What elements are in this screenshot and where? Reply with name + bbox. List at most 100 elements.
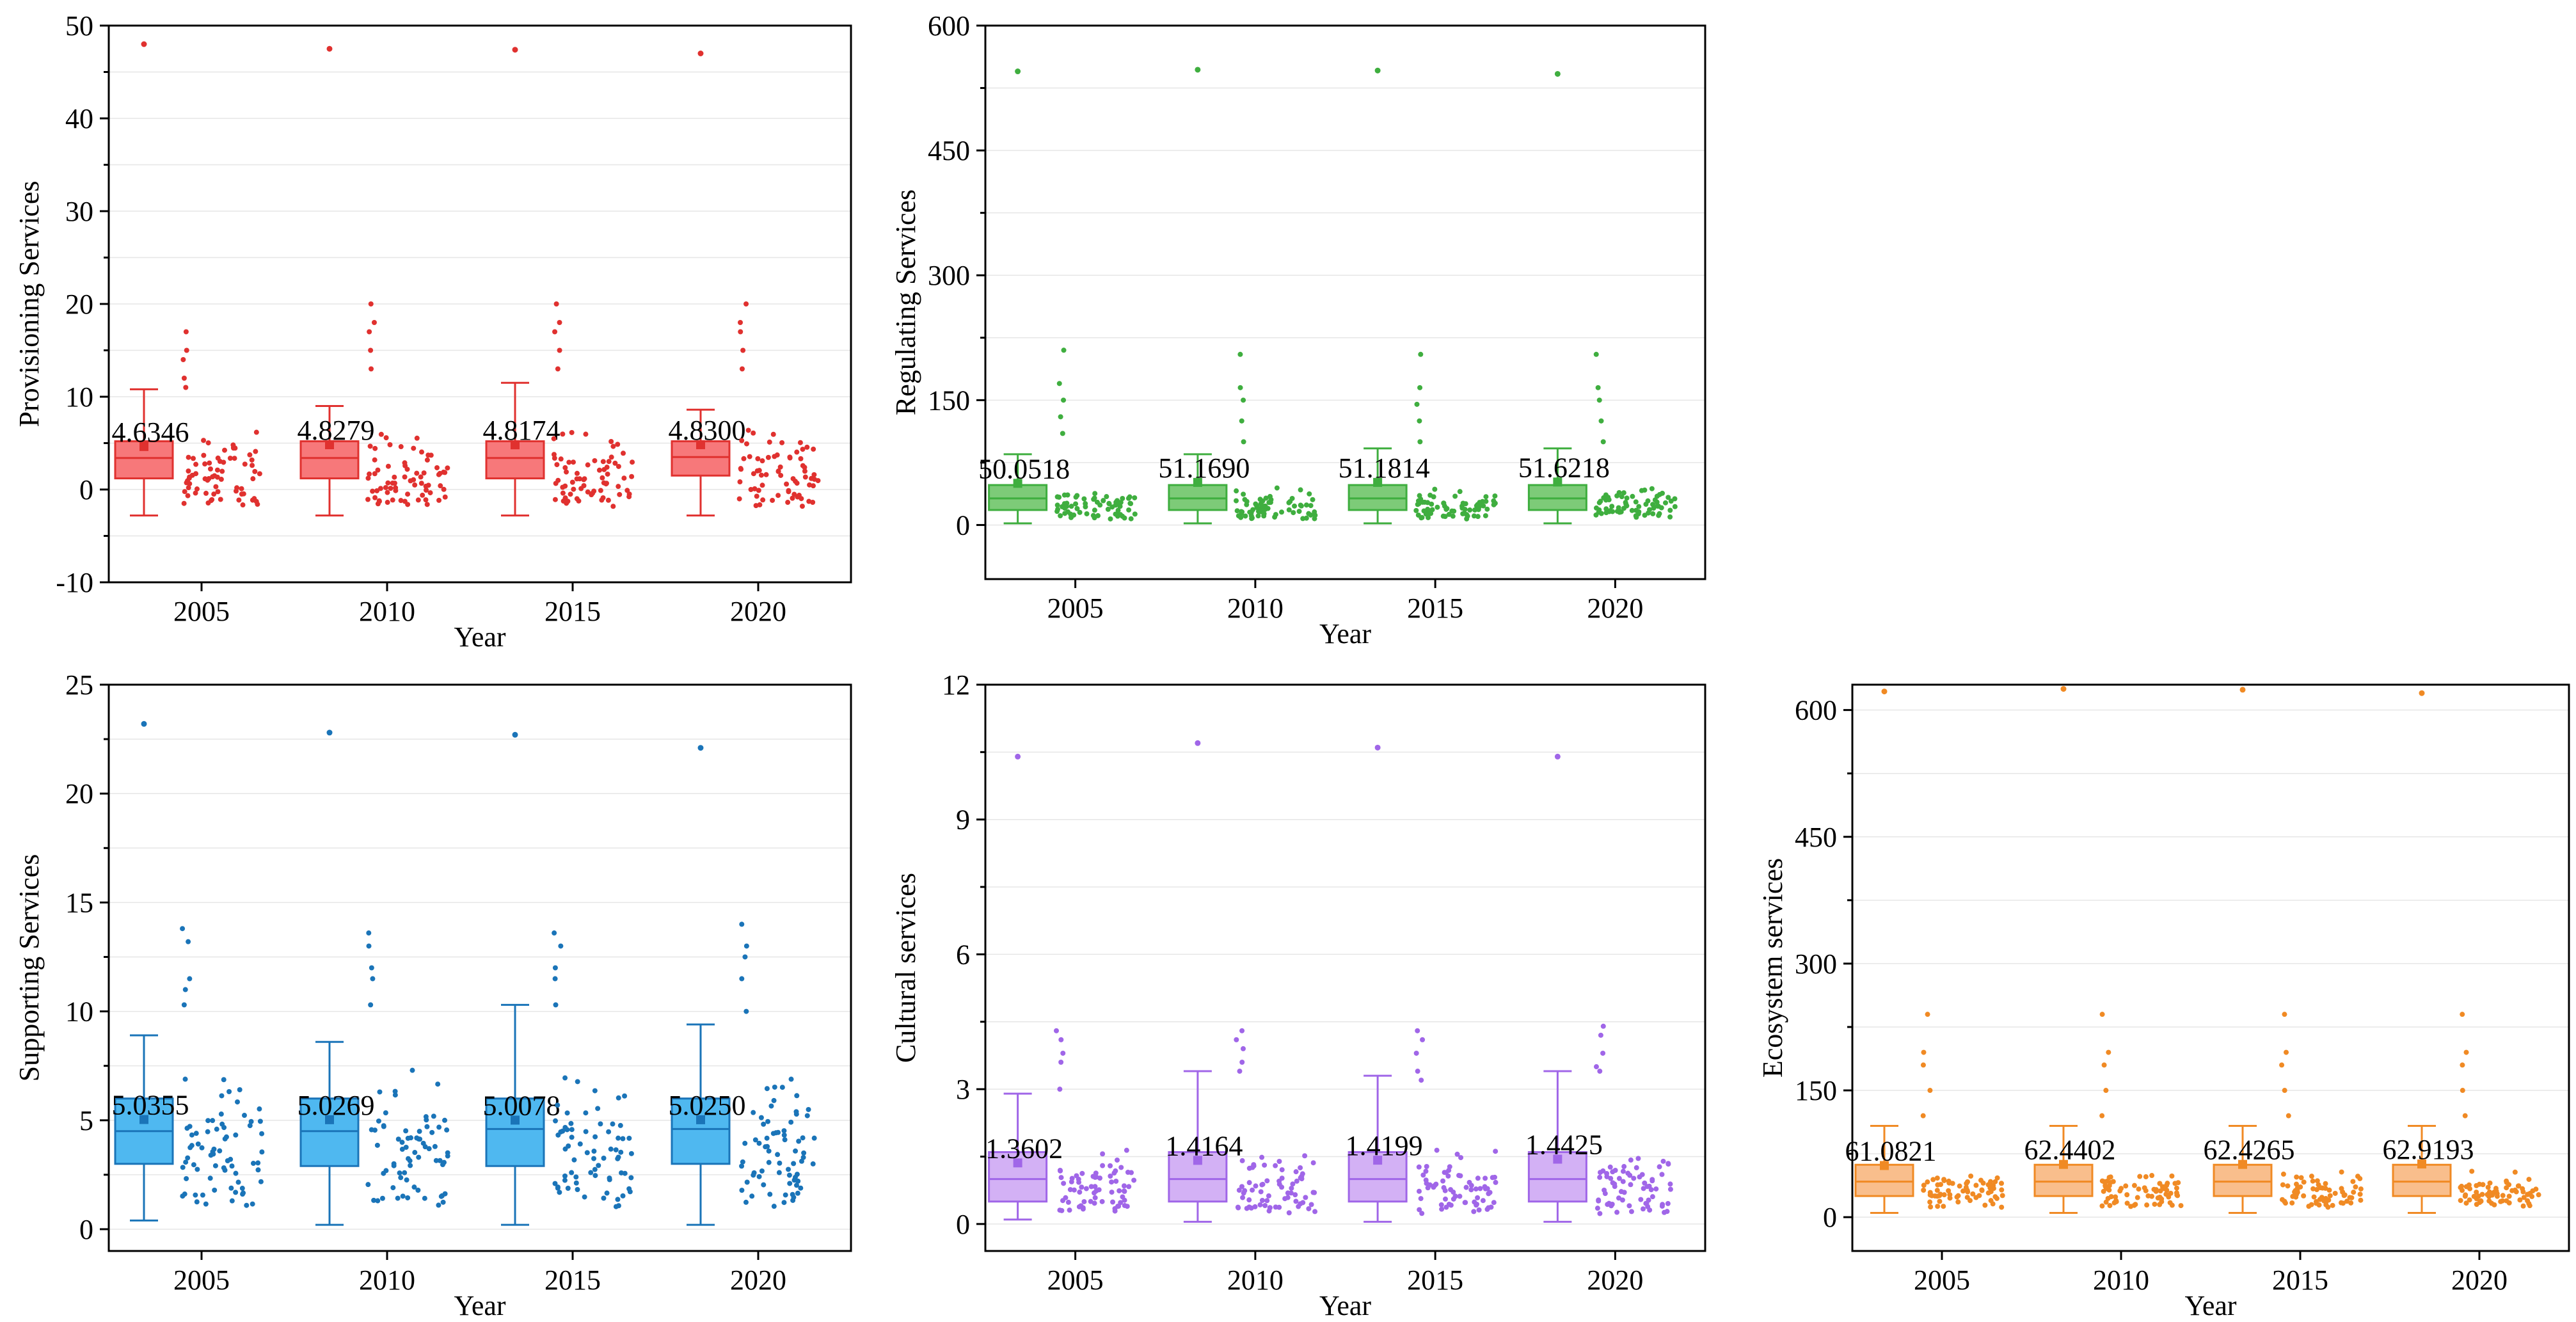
y-tick-label: 450 xyxy=(1795,822,1837,853)
scatter-point xyxy=(1457,1193,1463,1199)
scatter-point xyxy=(1957,1183,1962,1189)
scatter-point xyxy=(793,1183,799,1188)
scatter-point xyxy=(569,479,575,485)
scatter-point xyxy=(583,1110,589,1116)
y-tick-label: 6 xyxy=(956,939,970,970)
scatter-point xyxy=(1053,1028,1059,1033)
scatter-point xyxy=(250,1201,255,1207)
scatter-point xyxy=(1060,431,1065,436)
scatter-point xyxy=(1126,1184,1132,1190)
scatter-point xyxy=(1094,499,1100,505)
scatter-point xyxy=(369,366,374,372)
scatter-point xyxy=(240,502,246,508)
scatter-point xyxy=(2536,1192,2541,1198)
scatter-point xyxy=(442,1117,448,1123)
scatter-point xyxy=(2460,1012,2465,1017)
scatter-point xyxy=(610,504,616,509)
scatter-point xyxy=(797,440,803,445)
scatter-point xyxy=(804,1113,810,1119)
scatter-point xyxy=(1650,1194,1655,1200)
scatter-point xyxy=(1624,495,1630,501)
scatter-point xyxy=(1641,1186,1646,1191)
scatter-point xyxy=(1985,1190,1991,1196)
scatter-point xyxy=(552,930,557,936)
scatter-point xyxy=(1058,1060,1064,1065)
scatter-point xyxy=(740,1159,745,1165)
mean-marker xyxy=(1013,1158,1022,1168)
scatter-point xyxy=(398,1175,404,1181)
scatter-point xyxy=(2309,1174,2314,1179)
scatter-point xyxy=(426,1146,432,1152)
scatter-point xyxy=(250,476,256,482)
scatter-point xyxy=(1979,1188,1985,1193)
scatter-point xyxy=(775,493,781,498)
scatter-point xyxy=(2143,1188,2149,1193)
scatter-point xyxy=(775,1152,781,1158)
scatter-point xyxy=(378,431,384,437)
scatter-point xyxy=(2512,1169,2518,1175)
scatter-point xyxy=(792,1174,798,1180)
scatter-point xyxy=(755,456,761,461)
scatter-point xyxy=(1491,502,1497,507)
scatter-point xyxy=(1257,497,1263,502)
x-tick-label: 2005 xyxy=(1047,593,1104,624)
scatter-point xyxy=(1929,1193,1935,1199)
scatter-point xyxy=(2280,1182,2286,1188)
y-tick-label: -10 xyxy=(56,567,93,598)
scatter-point xyxy=(1260,1181,1266,1187)
scatter-point xyxy=(1620,1168,1626,1174)
scatter-point xyxy=(436,1124,442,1130)
scatter-point xyxy=(2521,1195,2527,1200)
plot-frame xyxy=(984,683,1706,1252)
scatter-point xyxy=(429,1129,435,1135)
scatter-point xyxy=(2467,1197,2472,1203)
scatter-point xyxy=(739,1188,745,1193)
scatter-point xyxy=(1483,1186,1488,1191)
scatter-point xyxy=(626,1135,632,1141)
scatter-point xyxy=(1493,1179,1499,1185)
scatter-point xyxy=(741,456,747,461)
scatter-point xyxy=(786,1172,792,1178)
scatter-point xyxy=(552,965,558,971)
scatter-point xyxy=(1659,1172,1665,1177)
scatter-point xyxy=(180,357,186,362)
scatter-point xyxy=(1279,1167,1285,1173)
scatter-point xyxy=(2131,1183,2137,1188)
scatter-point xyxy=(815,478,821,484)
scatter-point xyxy=(564,1110,570,1116)
scatter-point xyxy=(1439,1206,1445,1212)
scatter-point xyxy=(616,1135,621,1141)
x-axis-label: Year xyxy=(454,1290,505,1321)
scatter-point xyxy=(1463,1184,1469,1190)
y-axis-label: Ecosystem services xyxy=(1757,858,1788,1078)
scatter-point xyxy=(1442,503,1447,509)
scatter-point xyxy=(576,498,582,504)
scatter-point xyxy=(1415,1028,1420,1033)
scatter-point xyxy=(1454,1151,1460,1157)
y-axis-label: Cultural services xyxy=(890,873,921,1063)
scatter-point xyxy=(558,456,564,462)
scatter-point xyxy=(1079,1184,1085,1190)
scatter-point xyxy=(790,476,796,482)
scatter-point xyxy=(2490,1192,2495,1198)
scatter-point xyxy=(562,465,568,470)
scatter-point xyxy=(775,1129,781,1135)
scatter-point xyxy=(407,1158,413,1164)
outlier-point xyxy=(1015,753,1021,760)
scatter-point xyxy=(1442,1188,1448,1193)
scatter-point xyxy=(372,445,378,451)
scatter-point xyxy=(600,475,605,481)
x-tick-label: 2015 xyxy=(1407,1264,1463,1296)
scatter-point xyxy=(1614,493,1620,498)
scatter-point xyxy=(1619,1197,1625,1203)
scatter-point xyxy=(212,1187,218,1193)
scatter-point xyxy=(1248,1205,1254,1211)
scatter-point xyxy=(1442,514,1448,520)
scatter-point xyxy=(415,497,421,503)
x-tick-label: 2005 xyxy=(1047,1264,1104,1296)
scatter-point xyxy=(759,482,765,488)
scatter-point xyxy=(214,474,220,480)
scatter-point xyxy=(1077,509,1083,515)
mean-label: 50.0518 xyxy=(978,453,1070,484)
scatter-point xyxy=(411,1184,417,1190)
